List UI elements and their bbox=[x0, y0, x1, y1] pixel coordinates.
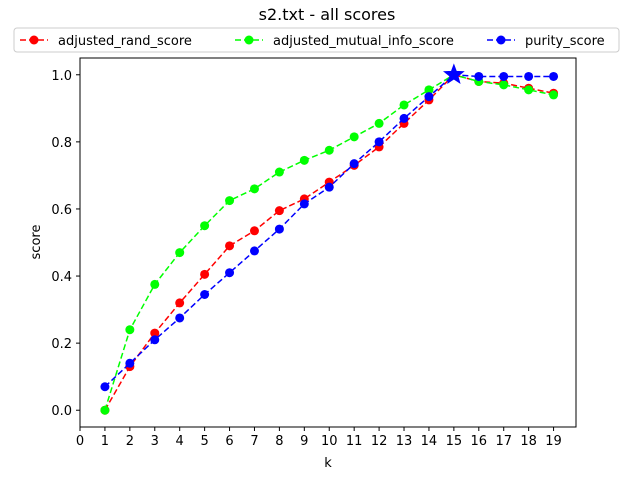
chart-title: s2.txt - all scores bbox=[259, 5, 396, 24]
data-point bbox=[249, 184, 259, 194]
data-point bbox=[200, 269, 210, 279]
series-line bbox=[104, 73, 554, 411]
data-point bbox=[549, 90, 559, 100]
data-point bbox=[274, 206, 284, 216]
x-tick-label: 9 bbox=[300, 434, 308, 449]
series-adjusted-rand-score bbox=[100, 70, 559, 415]
x-tick-label: 19 bbox=[545, 434, 562, 449]
data-point bbox=[200, 221, 210, 231]
data-point bbox=[399, 100, 409, 110]
series-line bbox=[104, 74, 554, 388]
x-tick-label: 15 bbox=[446, 434, 463, 449]
legend-box bbox=[13, 27, 620, 53]
x-tick-label: 1 bbox=[101, 434, 109, 449]
data-point bbox=[374, 118, 384, 128]
data-point bbox=[225, 196, 235, 206]
legend-marker bbox=[29, 35, 39, 45]
x-tick-label: 17 bbox=[495, 434, 512, 449]
data-point bbox=[200, 289, 210, 299]
x-axis: 0 1 2 3 4 5 6 7 8 9 10 11 12 13 14 15 16 17 18 19 bbox=[76, 427, 562, 449]
y-tick-label: 0.4 bbox=[51, 270, 72, 285]
data-point bbox=[299, 199, 309, 209]
data-point bbox=[374, 137, 384, 147]
data-point bbox=[225, 241, 235, 251]
x-tick-label: 7 bbox=[250, 434, 258, 449]
legend-entry: purity_score bbox=[487, 34, 605, 49]
data-point bbox=[274, 224, 284, 234]
series-purity-score bbox=[100, 70, 559, 392]
x-tick-label: 3 bbox=[151, 434, 159, 449]
x-tick-label: 8 bbox=[275, 434, 283, 449]
data-point bbox=[299, 155, 309, 165]
data-point bbox=[499, 71, 509, 81]
x-tick-label: 6 bbox=[225, 434, 233, 449]
legend-marker bbox=[496, 35, 506, 45]
data-point bbox=[249, 246, 259, 256]
data-point bbox=[175, 298, 185, 308]
y-tick-label: 0.2 bbox=[51, 337, 72, 352]
data-point bbox=[225, 268, 235, 278]
data-point bbox=[150, 335, 160, 345]
y-tick-label: 0.8 bbox=[51, 136, 72, 151]
y-tick-label: 0.0 bbox=[51, 404, 72, 419]
data-point bbox=[125, 325, 135, 335]
y-axis-label: score bbox=[29, 225, 44, 260]
series-layer bbox=[100, 63, 559, 415]
x-tick-label: 13 bbox=[396, 434, 413, 449]
data-point bbox=[549, 71, 559, 81]
legend-entry: adjusted_rand_score bbox=[20, 34, 192, 49]
x-tick-label: 4 bbox=[176, 434, 184, 449]
data-point bbox=[249, 226, 259, 236]
data-point bbox=[150, 279, 160, 289]
x-tick-label: 0 bbox=[76, 434, 84, 449]
series-line bbox=[104, 73, 554, 411]
legend-label: purity_score bbox=[525, 34, 605, 49]
data-point bbox=[349, 159, 359, 169]
legend-label: adjusted_rand_score bbox=[58, 34, 192, 49]
data-point bbox=[524, 85, 534, 95]
data-point bbox=[175, 313, 185, 323]
x-tick-label: 11 bbox=[346, 434, 363, 449]
series-adjusted-mutual-info-score bbox=[100, 70, 559, 415]
legend: adjusted_rand_score adjusted_mutual_info_… bbox=[13, 27, 620, 53]
data-point bbox=[100, 382, 110, 392]
x-tick-label: 10 bbox=[321, 434, 338, 449]
x-axis-label: k bbox=[324, 456, 332, 471]
data-point bbox=[424, 85, 434, 95]
x-tick-label: 2 bbox=[126, 434, 134, 449]
data-point bbox=[100, 405, 110, 415]
data-point bbox=[399, 113, 409, 123]
y-axis: 0.0 0.2 0.4 0.6 0.8 1.0 bbox=[51, 69, 80, 419]
data-point bbox=[274, 167, 284, 177]
x-tick-label: 5 bbox=[200, 434, 208, 449]
legend-entry: adjusted_mutual_info_score bbox=[235, 34, 454, 49]
x-tick-label: 12 bbox=[371, 434, 388, 449]
legend-label: adjusted_mutual_info_score bbox=[273, 34, 454, 49]
data-point bbox=[125, 358, 135, 368]
data-point bbox=[150, 328, 160, 338]
x-tick-label: 14 bbox=[421, 434, 438, 449]
best-k-star-marker bbox=[443, 63, 465, 85]
data-point bbox=[474, 71, 484, 81]
x-tick-label: 18 bbox=[520, 434, 537, 449]
data-point bbox=[499, 80, 509, 90]
y-tick-label: 0.6 bbox=[51, 203, 72, 218]
data-point bbox=[175, 248, 185, 258]
data-point bbox=[324, 145, 334, 155]
plot-area bbox=[79, 57, 577, 428]
data-point bbox=[324, 182, 334, 192]
data-point bbox=[424, 92, 434, 102]
y-tick-label: 1.0 bbox=[51, 69, 72, 84]
plot-frame bbox=[79, 57, 577, 428]
legend-marker bbox=[244, 35, 254, 45]
data-point bbox=[524, 71, 534, 81]
x-tick-label: 16 bbox=[471, 434, 488, 449]
data-point bbox=[349, 132, 359, 142]
